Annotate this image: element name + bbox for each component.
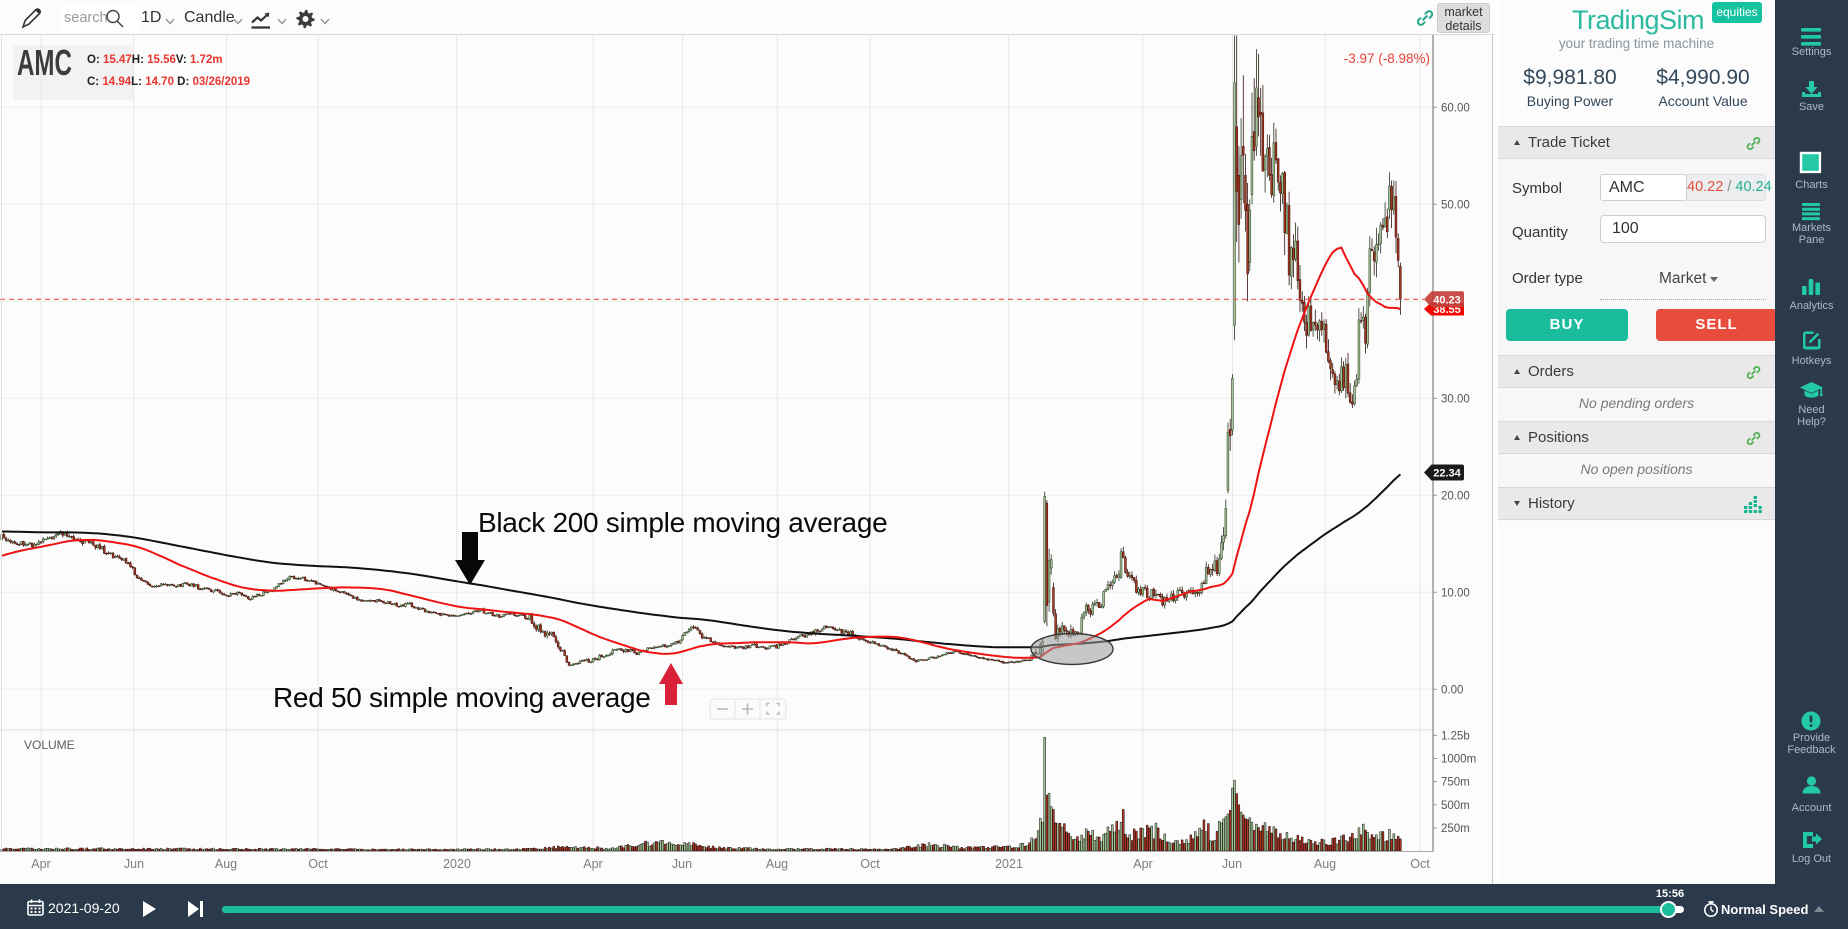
svg-text:Black 200 simple moving averag: Black 200 simple moving average xyxy=(478,507,887,538)
svg-text:250m: 250m xyxy=(1441,823,1470,835)
svg-text:30.00: 30.00 xyxy=(1441,393,1470,405)
svg-text:22.34: 22.34 xyxy=(1433,468,1461,480)
svg-text:Aug: Aug xyxy=(1314,857,1336,871)
svg-text:O: 15.47H: 15.56V: 1.72m: O: 15.47H: 15.56V: 1.72m xyxy=(87,54,223,66)
svg-text:Aug: Aug xyxy=(215,857,237,871)
svg-text:500m: 500m xyxy=(1441,800,1470,812)
svg-text:Oct: Oct xyxy=(1410,857,1430,871)
svg-text:2021: 2021 xyxy=(995,857,1023,871)
svg-text:Apr: Apr xyxy=(583,857,602,871)
svg-text:60.00: 60.00 xyxy=(1441,102,1470,114)
svg-text:40.23: 40.23 xyxy=(1433,294,1461,306)
svg-text:Oct: Oct xyxy=(308,857,328,871)
svg-text:Jun: Jun xyxy=(124,857,144,871)
svg-text:Aug: Aug xyxy=(766,857,788,871)
svg-text:C: 14.94L: 14.70 D: 03/26/2019: C: 14.94L: 14.70 D: 03/26/2019 xyxy=(87,76,250,88)
svg-text:750m: 750m xyxy=(1441,777,1470,789)
svg-text:Jun: Jun xyxy=(672,857,692,871)
svg-text:1000m: 1000m xyxy=(1441,754,1476,766)
svg-text:Jun: Jun xyxy=(1222,857,1242,871)
svg-text:Red 50 simple moving average: Red 50 simple moving average xyxy=(273,682,651,713)
svg-text:VOLUME: VOLUME xyxy=(24,738,75,752)
svg-text:Apr: Apr xyxy=(31,857,50,871)
svg-text:-3.97 (-8.98%): -3.97 (-8.98%) xyxy=(1344,51,1430,66)
svg-text:Apr: Apr xyxy=(1133,857,1152,871)
svg-text:Oct: Oct xyxy=(860,857,880,871)
svg-text:2020: 2020 xyxy=(443,857,471,871)
svg-text:50.00: 50.00 xyxy=(1441,199,1470,211)
svg-text:0.00: 0.00 xyxy=(1441,684,1463,696)
svg-text:1.25b: 1.25b xyxy=(1441,730,1470,742)
svg-text:10.00: 10.00 xyxy=(1441,587,1470,599)
svg-text:20.00: 20.00 xyxy=(1441,490,1470,502)
svg-text:AMC: AMC xyxy=(17,43,72,83)
